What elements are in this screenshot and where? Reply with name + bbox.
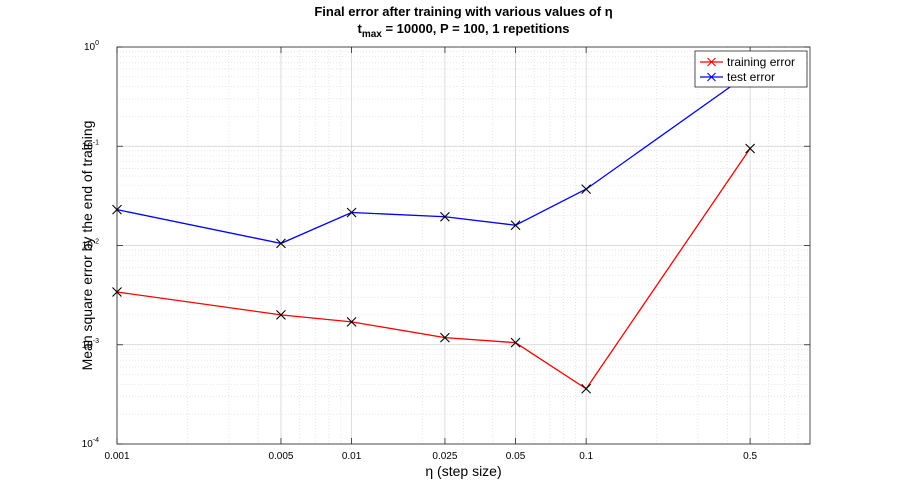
marker-stroke [745,143,756,154]
marker-stroke [346,316,357,327]
y-tick-base: 10 [82,241,94,252]
y-tick-label: 10-4 [82,437,99,450]
y-axis-label: Mean square error by the end of training [79,121,95,371]
y-tick-base: 10 [84,42,96,53]
x-axis-label: η (step size) [425,463,501,479]
legend-item: training error [700,55,795,69]
data-point-marker [745,143,756,154]
x-tick-label: 0.1 [579,451,593,462]
series-layer [112,67,756,394]
marker-stroke [440,211,450,222]
series-test-error [112,67,756,249]
data-point-marker [346,207,357,218]
chart-title-line-2: tmax = 10000, P = 100, 1 repetitions [357,21,569,40]
y-tick-label: 100 [84,40,99,53]
x-tick-label: 0.025 [432,451,457,462]
data-point-marker [581,383,592,394]
marker-stroke [440,332,450,343]
series-training-error [112,143,756,394]
data-point-marker [581,184,592,194]
y-tick-exponent: 0 [95,40,99,47]
y-tick-exponent: -1 [93,139,99,146]
marker-stroke [276,309,286,320]
legend-item: test error [700,70,775,84]
y-tick-exponent: -2 [93,239,99,246]
y-tick-base: 10 [82,439,94,450]
marker-stroke [581,184,592,194]
marker-stroke [581,383,592,394]
y-tick-base: 10 [82,141,94,152]
y-tick-exponent: -4 [93,437,99,444]
x-tick-label: 0.01 [342,451,362,462]
data-point-marker [440,332,450,343]
x-tick-label: 0.005 [268,451,293,462]
y-tick-exponent: -3 [93,338,99,345]
data-point-marker [510,220,521,231]
legend-box [694,50,808,88]
marker-stroke [276,238,286,249]
data-point-marker [346,316,357,327]
title-t: t [357,21,362,36]
axis-ticks: 0.001 0.005 0.01 0.025 0.05 0.1 0.510-410-310-… [82,40,810,462]
grid [116,46,810,445]
legend-marker [707,57,716,67]
data-point-marker [276,238,286,249]
legend-marker [707,72,716,82]
data-point-marker [112,204,122,215]
marker-stroke [112,287,122,297]
title-subscript: max [362,29,382,40]
y-tick-label: 10-1 [82,139,99,152]
series-line [116,148,751,390]
data-point-marker [510,337,521,348]
marker-stroke [346,207,357,218]
x-tick-label: 0.05 [506,451,526,462]
title-suffix: = 10000, P = 100, 1 repetitions [382,21,570,36]
series-line [116,72,751,245]
marker-stroke [112,204,122,215]
data-point-marker [276,309,286,320]
x-tick-label: 0.5 [743,451,757,462]
y-tick-label: 10-3 [82,338,99,351]
legend-label: training error [727,55,795,69]
y-tick-label: 10-2 [82,239,99,252]
legend-label: test error [727,70,775,84]
data-point-marker [440,211,450,222]
data-point-marker [112,287,122,297]
marker-stroke [510,337,521,348]
y-tick-base: 10 [82,340,94,351]
chart-title-line-1: Final error after training with various … [314,4,612,19]
marker-stroke [510,220,521,231]
x-tick-label: 0.001 [104,451,129,462]
